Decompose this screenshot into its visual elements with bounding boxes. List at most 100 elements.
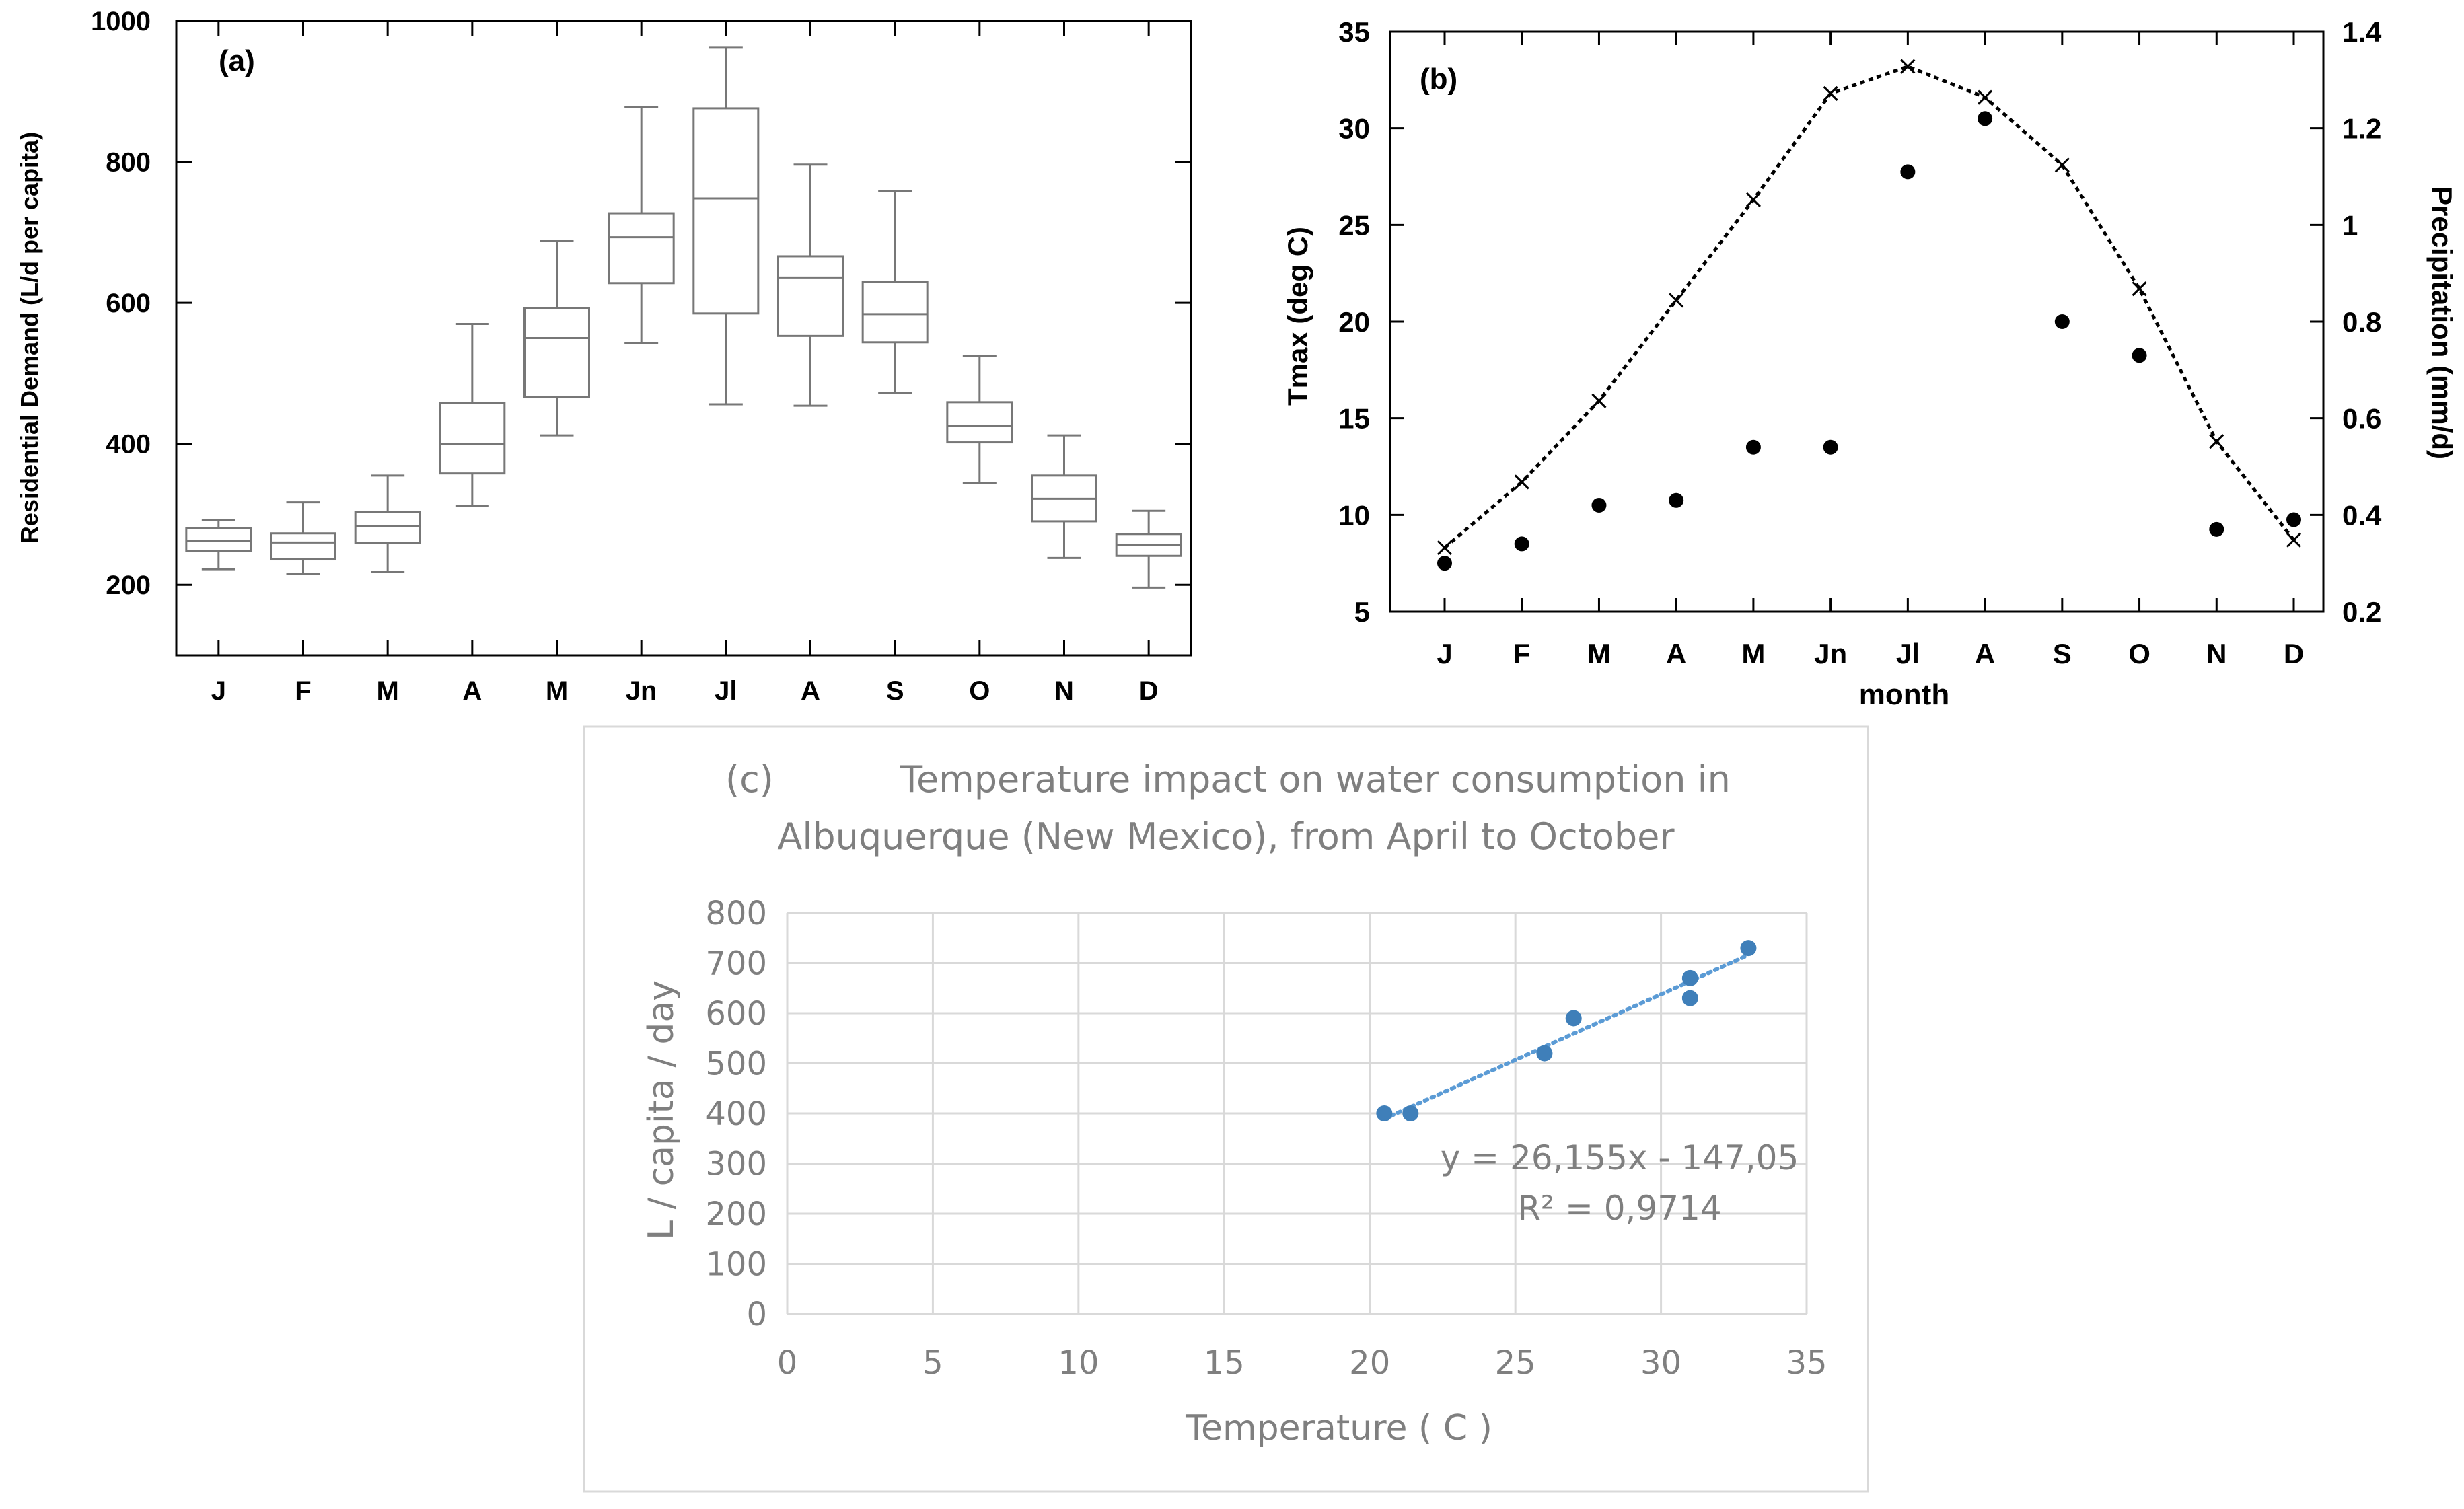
panel-a-box-11 <box>1031 434 1097 559</box>
panel-c-y-tick-label: 200 <box>705 1195 767 1233</box>
panel-c-y-tick-label: 100 <box>705 1246 767 1284</box>
panel-a-x-tick-label: M <box>546 676 568 706</box>
panel-a-x-tick-label: F <box>295 676 311 706</box>
panel-b-tmax-marker-stroke-b <box>1745 192 1761 208</box>
panel-b-precipitation-point <box>1823 439 1838 455</box>
panel-b-right-tick-label: 0.8 <box>2342 306 2381 338</box>
panel-a-iqr-box <box>861 281 929 344</box>
panel-b-tmax-marker-stroke-b <box>1900 59 1916 74</box>
panel-b-plot-frame <box>1389 30 2325 613</box>
panel-a-box-10 <box>946 355 1013 484</box>
panel-a-x-tick-label: D <box>1139 676 1159 706</box>
panel-b-tmax-marker <box>1900 59 1916 74</box>
panel-b-tmax-marker-stroke-b <box>2054 157 2070 173</box>
panel-c-title-line2: Albuquerque (New Mexico), from April to … <box>777 815 1675 858</box>
panel-a-box-2 <box>270 501 336 576</box>
panel-b-x-tick-label: M <box>1741 638 1765 669</box>
panel-b-tmax-marker-stroke-b <box>1514 474 1529 490</box>
panel-b-x-tick-label: J <box>1437 638 1452 669</box>
panel-b-precipitation-point <box>1745 439 1761 455</box>
panel-b-tmax-marker <box>2286 532 2302 548</box>
panel-c-scatter: (c) Temperature impact on water consumpt… <box>583 725 1869 1493</box>
panel-c-data-point <box>1536 1045 1553 1062</box>
panel-c-y-tick-label: 300 <box>705 1146 767 1183</box>
panel-a-x-tick-label: N <box>1054 676 1074 706</box>
panel-b-left-tick-label: 15 <box>1338 403 1370 435</box>
panel-b-tmax-marker <box>2132 281 2147 297</box>
panel-b-precipitation-point <box>2054 314 2070 329</box>
panel-c-y-tick-label: 700 <box>705 945 767 983</box>
panel-c-x-tick-label: 15 <box>1204 1344 1245 1382</box>
panel-a-box-7 <box>692 46 760 406</box>
panel-b-precipitation-point <box>1900 164 1916 180</box>
panel-b-line-scatter: (b) Tmax (deg C) Precipitation (mm/d) mo… <box>1282 16 2458 711</box>
panel-a-iqr-box <box>692 107 760 315</box>
panel-b-right-tick-label: 1.4 <box>2342 16 2382 48</box>
panel-c-gridlines: 0 100 200 300 400 500 600 700 800 0 5 10 15 20 25 30 35 <box>705 895 1827 1382</box>
panel-a-boxes <box>185 46 1182 589</box>
panel-b-tmax-marker <box>1823 85 1838 102</box>
panel-b-x-tick-label: O <box>2128 638 2150 669</box>
panel-b-left-tick-label: 35 <box>1338 16 1370 48</box>
panel-b-right-tick-label: 0.6 <box>2342 403 2381 435</box>
panel-c-x-tick-label: 10 <box>1058 1344 1099 1382</box>
panel-b-x-tick-label: A <box>1975 638 1995 669</box>
panel-a-box-1 <box>185 519 252 571</box>
panel-c-y-tick-label: 400 <box>705 1095 767 1133</box>
panel-c-x-tick-label: 35 <box>1786 1344 1827 1382</box>
panel-b-tmax-marker-stroke-b <box>2132 281 2147 297</box>
panel-b-label: (b) <box>1420 63 1457 96</box>
panel-b-marks <box>1437 59 2302 571</box>
panel-b-precipitation-point <box>1437 556 1452 571</box>
panel-c-marks <box>1376 940 1757 1121</box>
panel-c-x-tick-label: 5 <box>922 1344 943 1382</box>
panel-b-x-tick-label: Jl <box>1896 638 1920 669</box>
panel-b-precipitation-point <box>2132 348 2147 363</box>
panel-c-r-squared: R² = 0,9714 <box>1517 1189 1721 1228</box>
panel-a-x-tick-label: Jn <box>626 676 657 706</box>
panel-a-box-4 <box>439 323 506 507</box>
panel-c-x-tick-label: 20 <box>1349 1344 1390 1382</box>
panel-a-x-tick-label: O <box>969 676 990 706</box>
panel-b-left-tick-label: 20 <box>1338 306 1370 338</box>
panel-a-x-tick-label: J <box>211 676 226 706</box>
panel-c-x-tick-label: 30 <box>1640 1344 1681 1382</box>
panel-b-left-axis-title: Tmax (deg C) <box>1282 227 1313 406</box>
panel-b-precipitation-point <box>1591 497 1607 513</box>
panel-b-x-ticks: J F M A M Jn Jl A S O N D <box>1437 32 2304 669</box>
panel-b-right-tick-label: 0.4 <box>2342 499 2382 531</box>
panel-b-tmax-marker <box>1745 192 1761 208</box>
panel-b-precipitation-point <box>1978 111 1993 126</box>
panel-a-iqr-box <box>354 511 421 544</box>
panel-a-label: (a) <box>219 44 255 77</box>
panel-a-iqr-box <box>270 532 336 561</box>
panel-a-y-axis-title: Residential Demand (L/d per capita) <box>15 132 43 544</box>
panel-a-iqr-box <box>777 255 844 337</box>
panel-c-y-axis-title: L / capita / day <box>641 980 682 1240</box>
panel-b-tmax-marker <box>2054 157 2070 173</box>
panel-a-x-tick-label: M <box>377 676 399 706</box>
panel-b-tmax-marker-stroke-b <box>1823 85 1838 102</box>
panel-c-data-point <box>1681 990 1698 1006</box>
panel-a-box-8 <box>777 163 844 407</box>
panel-a-y-tick-label: 800 <box>106 148 151 178</box>
panel-c-y-tick-label: 800 <box>705 895 767 932</box>
panel-b-tmax-marker <box>2209 434 2224 449</box>
panel-a-x-tick-label: Jl <box>715 676 737 706</box>
panel-b-right-tick-label: 1 <box>2342 209 2358 241</box>
panel-a-y-tick-label: 600 <box>106 289 151 318</box>
panel-b-tmax-line <box>1443 65 2295 550</box>
panel-b-tmax-marker <box>1437 540 1453 556</box>
panel-b-x-tick-label: F <box>1513 638 1531 669</box>
panel-b-precipitation-point <box>1669 492 1684 508</box>
panel-b-tmax-marker-stroke-b <box>1978 89 1993 105</box>
panel-b-right-tick-label: 0.2 <box>2342 596 2381 628</box>
panel-a-y-ticks: 200 400 600 800 1000 <box>91 7 1191 600</box>
panel-b-x-axis-title: month <box>1859 678 1949 711</box>
panel-b-right-axis-title: Precipitation (mm/d) <box>2426 186 2458 459</box>
panel-b-right-ticks: 0.2 0.4 0.6 0.8 1 1.2 1.4 <box>2310 16 2382 628</box>
panel-c-data-point <box>1565 1010 1582 1027</box>
panel-b-precipitation-point <box>2209 521 2224 537</box>
panel-a-box-6 <box>608 106 675 344</box>
